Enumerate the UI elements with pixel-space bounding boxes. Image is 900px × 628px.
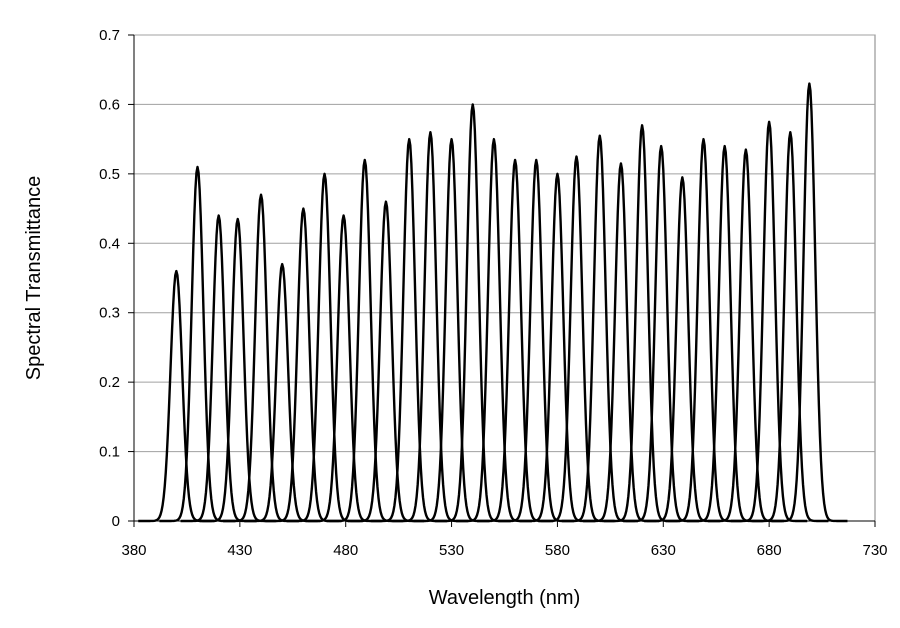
x-tick-label: 380 <box>121 542 146 559</box>
y-tick-label: 0.7 <box>99 27 120 44</box>
x-tick-label: 730 <box>862 542 887 559</box>
y-tick-label: 0.2 <box>99 374 120 391</box>
x-tick-label: 630 <box>651 542 676 559</box>
y-tick-label: 0.3 <box>99 305 120 322</box>
gridlines <box>134 34 875 453</box>
tick-labels: 0 0.1 0.2 0.3 0.4 0.5 0.6 0.7 380 430 480 530 580 630… <box>99 27 887 559</box>
y-tick-label: 0.5 <box>99 166 120 183</box>
x-axis-title: Wavelength (nm) <box>429 587 581 609</box>
y-tick-label: 0.1 <box>99 444 120 461</box>
x-tick-label: 480 <box>333 542 358 559</box>
y-tick-label: 0 <box>112 513 120 530</box>
tick-marks <box>128 34 876 527</box>
y-tick-label: 0.4 <box>99 235 120 252</box>
y-tick-label: 0.6 <box>99 96 120 113</box>
x-tick-label: 580 <box>545 542 570 559</box>
y-axis-title: Spectral Transmittance <box>23 176 45 381</box>
x-tick-label: 430 <box>227 542 252 559</box>
x-tick-label: 530 <box>439 542 464 559</box>
x-tick-label: 680 <box>757 542 782 559</box>
